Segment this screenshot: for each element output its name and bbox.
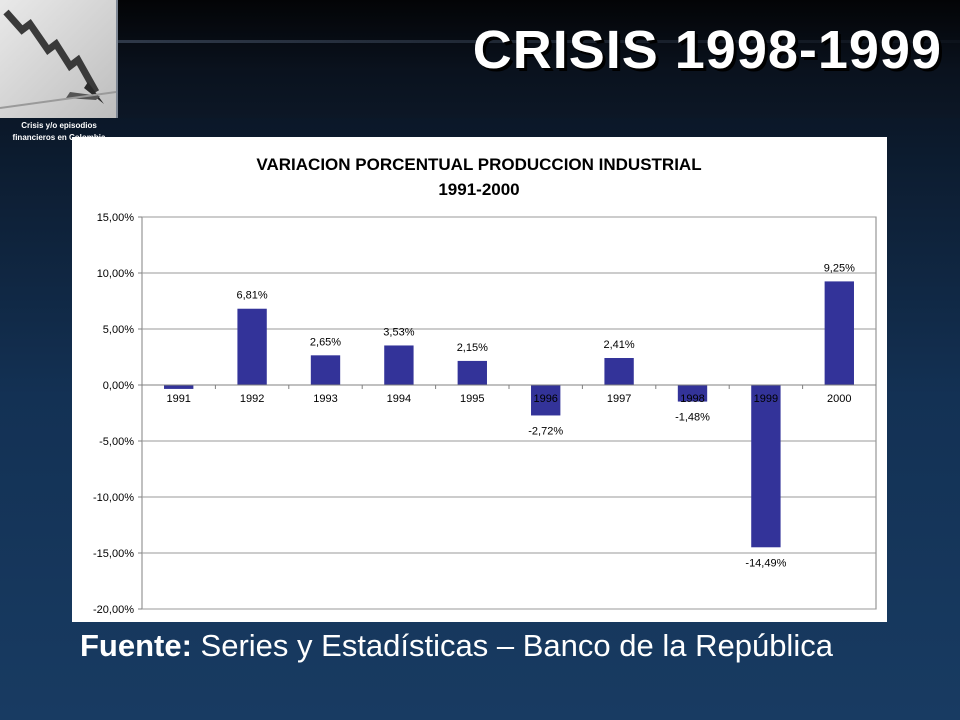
y-tick-label: -5,00%	[99, 436, 134, 448]
slide-title: CRISIS 1998-1999	[472, 20, 942, 80]
bar-1999	[751, 385, 781, 548]
source-text: Series y Estadísticas – Banco de la Repú…	[191, 628, 833, 663]
bar-1996	[531, 385, 561, 416]
data-label: 2,65%	[310, 336, 341, 348]
x-tick-label: 1996	[533, 393, 557, 405]
x-tick-label: 1992	[240, 393, 264, 405]
header-bar	[0, 0, 960, 118]
x-tick-label: 1995	[460, 393, 484, 405]
chart-subtitle: 1991-2000	[438, 180, 519, 199]
data-label: 2,15%	[457, 342, 488, 354]
x-tick-label: 1997	[607, 393, 631, 405]
data-label: -2,72%	[528, 425, 563, 437]
data-label: -14,49%	[745, 557, 786, 569]
source-note: Fuente: Series y Estadísticas – Banco de…	[80, 624, 940, 668]
y-tick-label: 0,00%	[103, 380, 134, 392]
x-tick-label: 1998	[680, 393, 704, 405]
bar-1993	[310, 355, 341, 385]
y-tick-label: -15,00%	[93, 548, 134, 560]
x-tick-label: 1994	[387, 393, 411, 405]
x-tick-label: 1991	[166, 393, 190, 405]
falling-arrow-icon	[0, 9, 116, 109]
y-tick-label: 15,00%	[97, 212, 135, 224]
x-tick-label: 1993	[313, 393, 337, 405]
chart-title: VARIACION PORCENTUAL PRODUCCION INDUSTRI…	[256, 155, 701, 174]
data-label: 6,81%	[236, 290, 267, 302]
bar-1995	[457, 360, 487, 385]
bar-1991	[164, 385, 194, 389]
chart-area: VARIACION PORCENTUAL PRODUCCION INDUSTRI…	[72, 137, 887, 622]
y-tick-label: -20,00%	[93, 604, 134, 616]
bar-2000	[824, 281, 854, 385]
data-label: 3,53%	[383, 326, 414, 338]
y-tick-label: 10,00%	[97, 268, 135, 280]
bar-chart: VARIACION PORCENTUAL PRODUCCION INDUSTRI…	[93, 155, 877, 616]
source-label: Fuente:	[80, 628, 192, 663]
x-tick-label: 1999	[754, 393, 778, 405]
bar-1992	[237, 308, 267, 385]
bar-1997	[604, 358, 634, 385]
data-label: 2,41%	[603, 339, 634, 351]
crisis-thumbnail	[0, 0, 118, 118]
bar-1998	[677, 385, 708, 402]
data-label: -1,48%	[675, 412, 710, 424]
y-tick-label: 5,00%	[103, 324, 134, 336]
thumbnail-caption: Crisis y/o episodios financieros en Colo…	[12, 121, 106, 142]
y-tick-label: -10,00%	[93, 492, 134, 504]
data-label: 9,25%	[824, 262, 855, 274]
x-tick-label: 2000	[827, 393, 851, 405]
bar-1994	[384, 345, 414, 385]
